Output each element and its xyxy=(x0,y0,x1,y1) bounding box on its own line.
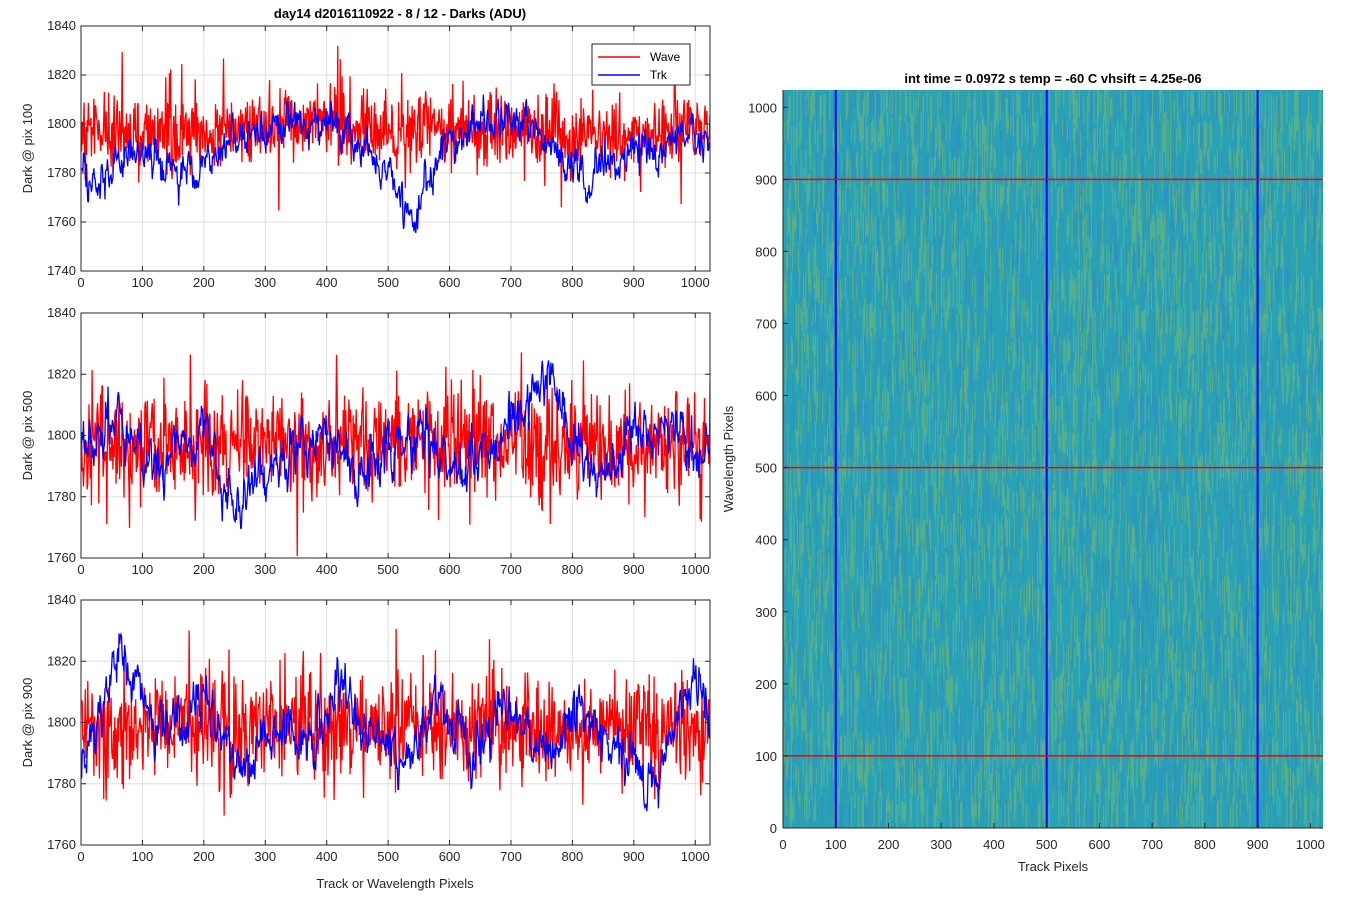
x-tick-label: 1000 xyxy=(1296,837,1325,852)
x-tick-label: 300 xyxy=(254,562,276,577)
x-tick-label: 500 xyxy=(377,275,399,290)
x-tick-label: 200 xyxy=(193,275,215,290)
y-tick-label: 1820 xyxy=(47,67,76,82)
x-tick-label: 200 xyxy=(193,562,215,577)
x-tick-label: 600 xyxy=(439,562,461,577)
x-tick-label: 700 xyxy=(500,275,522,290)
y-tick-label: 1800 xyxy=(47,715,76,730)
x-tick-label: 300 xyxy=(930,837,952,852)
series-line-trk xyxy=(81,360,710,530)
line-subplot-2: 0 100 200 300 400 500 600 700 800 900 1000 1760 1780… xyxy=(20,305,711,577)
x-tick-label: 400 xyxy=(983,837,1005,852)
x-tick-label: 800 xyxy=(562,849,584,864)
x-tick-label: 600 xyxy=(439,849,461,864)
x-tick-label: 600 xyxy=(439,275,461,290)
x-tick-label: 400 xyxy=(316,562,338,577)
y-tick-label: 500 xyxy=(755,461,777,476)
y-tick-label: 0 xyxy=(770,821,777,836)
y-tick-label: 1000 xyxy=(748,100,777,115)
x-tick-label: 400 xyxy=(316,849,338,864)
axes-box xyxy=(80,25,711,272)
legend-label-trk: Trk xyxy=(650,68,668,82)
x-tick-label: 500 xyxy=(377,562,399,577)
x-tick-label: 1000 xyxy=(681,849,710,864)
y-tick-label: 1780 xyxy=(47,489,76,504)
legend-box xyxy=(591,43,691,86)
y-tick-label: 300 xyxy=(755,605,777,620)
series-line-trk xyxy=(81,94,710,234)
x-tick-label: 900 xyxy=(623,849,645,864)
x-tick-label: 800 xyxy=(562,562,584,577)
heatmap-x-axis-label: Track Pixels xyxy=(1018,859,1089,874)
x-tick-label: 600 xyxy=(1089,837,1111,852)
y-tick-label: 1800 xyxy=(47,428,76,443)
x-tick-label: 500 xyxy=(377,849,399,864)
y-tick-label: 1840 xyxy=(47,305,76,320)
heatmap-y-axis-label: Wavelength Pixels xyxy=(721,405,736,512)
x-tick-label: 100 xyxy=(132,562,154,577)
x-tick-label: 300 xyxy=(254,849,276,864)
x-tick-label: 500 xyxy=(1036,837,1058,852)
line-subplot-1: 0 100 200 300 400 500 600 700 800 900 1000 1740 1760… xyxy=(20,18,711,290)
x-tick-label: 0 xyxy=(779,837,786,852)
legend: Wave Trk xyxy=(591,43,691,86)
y-tick-label: 800 xyxy=(755,244,777,259)
series-line-wave xyxy=(81,352,710,557)
figure-title: day14 d2016110922 - 8 / 12 - Darks (ADU) xyxy=(274,6,526,21)
x-tick-label: 800 xyxy=(562,275,584,290)
y-tick-label: 1760 xyxy=(47,550,76,565)
x-tick-label: 900 xyxy=(623,275,645,290)
x-tick-label: 0 xyxy=(77,849,84,864)
series-line-trk xyxy=(81,632,710,812)
y-tick-label: 1820 xyxy=(47,653,76,668)
legend-label-wave: Wave xyxy=(650,50,681,64)
y-tick-label: 1760 xyxy=(47,214,76,229)
y-tick-label: 1840 xyxy=(47,592,76,607)
x-tick-label: 100 xyxy=(825,837,847,852)
y-tick-label: 1780 xyxy=(47,776,76,791)
y-tick-label: 700 xyxy=(755,317,777,332)
y-axis-label: Dark @ pix 900 xyxy=(20,678,35,768)
line-subplot-3: 0 100 200 300 400 500 600 700 800 900 1000 1760 1780… xyxy=(20,592,711,864)
y-tick-label: 1800 xyxy=(47,116,76,131)
y-tick-label: 400 xyxy=(755,533,777,548)
x-tick-label: 900 xyxy=(1247,837,1269,852)
x-tick-label: 1000 xyxy=(681,562,710,577)
y-tick-label: 1780 xyxy=(47,165,76,180)
y-tick-label: 900 xyxy=(755,172,777,187)
y-tick-label: 1840 xyxy=(47,18,76,33)
y-tick-label: 200 xyxy=(755,677,777,692)
x-tick-label: 100 xyxy=(132,275,154,290)
x-tick-label: 700 xyxy=(500,849,522,864)
x-tick-label: 700 xyxy=(500,562,522,577)
series-line-wave xyxy=(81,628,710,816)
y-axis-label: Dark @ pix 500 xyxy=(20,391,35,481)
x-tick-label: 800 xyxy=(1194,837,1216,852)
x-tick-label: 400 xyxy=(316,275,338,290)
heatmap-plot: int time = 0.0972 s temp = -60 C vhsift … xyxy=(721,71,1325,874)
y-tick-label: 1740 xyxy=(47,263,76,278)
y-axis-label: Dark @ pix 100 xyxy=(20,104,35,194)
x-tick-label: 100 xyxy=(132,849,154,864)
y-tick-label: 1760 xyxy=(47,837,76,852)
x-tick-label: 200 xyxy=(878,837,900,852)
x-tick-label: 0 xyxy=(77,275,84,290)
heatmap-background xyxy=(783,90,1323,828)
y-tick-label: 100 xyxy=(755,749,777,764)
y-tick-label: 600 xyxy=(755,389,777,404)
x-tick-label: 700 xyxy=(1141,837,1163,852)
x-tick-label: 0 xyxy=(77,562,84,577)
y-tick-label: 1820 xyxy=(47,366,76,381)
x-tick-label: 300 xyxy=(254,275,276,290)
x-axis-label: Track or Wavelength Pixels xyxy=(316,876,474,891)
heatmap-title: int time = 0.0972 s temp = -60 C vhsift … xyxy=(904,71,1201,86)
x-tick-label: 900 xyxy=(623,562,645,577)
x-tick-label: 200 xyxy=(193,849,215,864)
x-tick-label: 1000 xyxy=(681,275,710,290)
